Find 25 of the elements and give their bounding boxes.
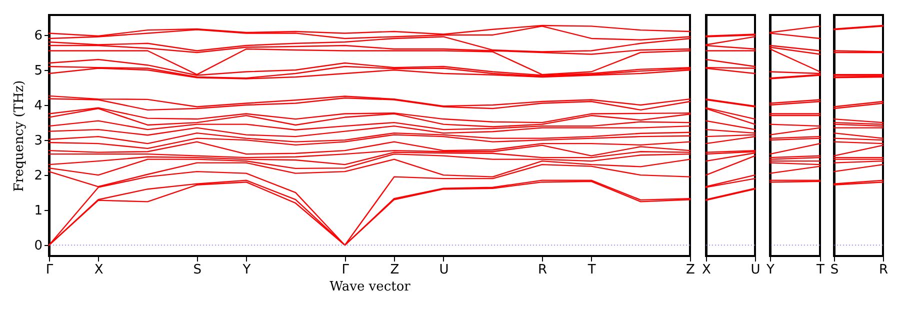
y-tick-label: 4 — [34, 98, 42, 114]
x-tick-label: X — [702, 262, 712, 278]
x-tick-label: X — [94, 262, 104, 278]
x-tick-label: Y — [242, 262, 251, 278]
x-tick-label: S — [193, 262, 202, 278]
x-tick-label: Γ — [46, 262, 54, 278]
x-tick-label: S — [830, 262, 839, 278]
x-tick-label: U — [750, 262, 760, 278]
y-tick-label: 5 — [34, 63, 42, 78]
x-tick-label: Z — [390, 262, 400, 278]
x-tick-label: R — [878, 262, 888, 278]
y-axis-title: Frequency (THz) — [12, 80, 28, 192]
y-tick-label: 1 — [34, 204, 42, 219]
y-tick-label: 2 — [34, 168, 42, 184]
x-tick-label: T — [816, 262, 825, 278]
y-tick-label: 6 — [34, 28, 42, 44]
x-tick-label: Y — [766, 262, 775, 278]
x-tick-label: T — [586, 262, 596, 278]
x-tick-label: Γ — [342, 262, 350, 278]
y-tick-label: 3 — [34, 134, 42, 149]
y-tick-label: 0 — [34, 238, 42, 254]
x-tick-label: Z — [686, 262, 696, 278]
x-axis-title: Wave vector — [330, 280, 412, 294]
x-tick-label: R — [538, 262, 548, 278]
x-tick-label: U — [439, 262, 449, 278]
